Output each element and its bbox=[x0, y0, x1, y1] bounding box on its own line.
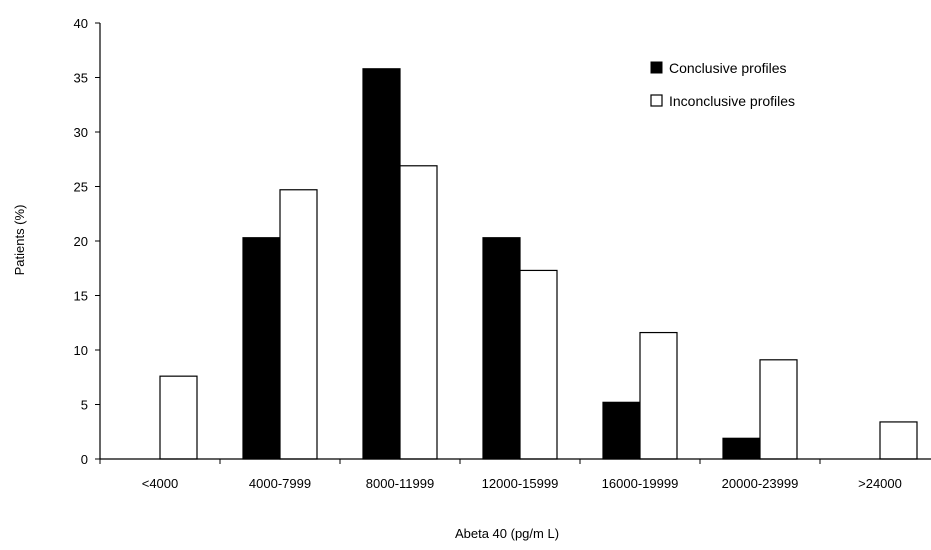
x-tick-label-2: 8000-11999 bbox=[366, 476, 434, 491]
y-tick-label-5: 25 bbox=[74, 180, 88, 195]
legend-label-inconclusive: Inconclusive profiles bbox=[669, 93, 795, 109]
bar-inconclusive-3 bbox=[519, 269, 558, 460]
bar-inconclusive-0 bbox=[159, 375, 198, 460]
legend-swatch-conclusive bbox=[650, 61, 663, 74]
bar-inconclusive-4 bbox=[639, 331, 678, 460]
y-tick-label-1: 5 bbox=[81, 398, 88, 413]
bar-inconclusive-5 bbox=[759, 359, 798, 460]
x-tick-label-5: 20000-23999 bbox=[722, 476, 799, 491]
legend-swatch-inconclusive bbox=[650, 94, 663, 107]
x-tick-label-0: <4000 bbox=[142, 476, 179, 491]
bar-inconclusive-1 bbox=[279, 189, 318, 460]
bar-conclusive-5 bbox=[722, 437, 761, 460]
y-tick-label-6: 30 bbox=[74, 125, 88, 140]
bar-inconclusive-2 bbox=[399, 165, 438, 460]
bar-conclusive-1 bbox=[242, 237, 281, 460]
y-axis-title: Patients (%) bbox=[12, 205, 27, 276]
bar-inconclusive-6 bbox=[879, 421, 918, 460]
x-axis-title: Abeta 40 (pg/m L) bbox=[455, 526, 559, 541]
x-tick-label-1: 4000-7999 bbox=[249, 476, 311, 491]
x-tick-label-3: 12000-15999 bbox=[482, 476, 559, 491]
legend-label-conclusive: Conclusive profiles bbox=[669, 60, 787, 76]
y-tick-label-8: 40 bbox=[74, 16, 88, 31]
legend: Conclusive profiles Inconclusive profile… bbox=[650, 60, 795, 109]
y-tick-label-4: 20 bbox=[74, 234, 88, 249]
y-tick-label-3: 15 bbox=[74, 289, 88, 304]
y-tick-label-7: 35 bbox=[74, 71, 88, 86]
bars-group bbox=[159, 68, 918, 460]
ticks-group: 0 5 10 15 20 25 30 35 40 <4000 4000-7999 8000-11999… bbox=[74, 16, 902, 491]
bar-conclusive-4 bbox=[602, 401, 641, 460]
bar-conclusive-2 bbox=[362, 68, 401, 460]
y-tick-label-0: 0 bbox=[81, 452, 88, 467]
x-tick-label-4: 16000-19999 bbox=[602, 476, 679, 491]
bar-conclusive-3 bbox=[482, 237, 521, 460]
x-tick-label-6: >24000 bbox=[858, 476, 902, 491]
y-tick-label-2: 10 bbox=[74, 343, 88, 358]
